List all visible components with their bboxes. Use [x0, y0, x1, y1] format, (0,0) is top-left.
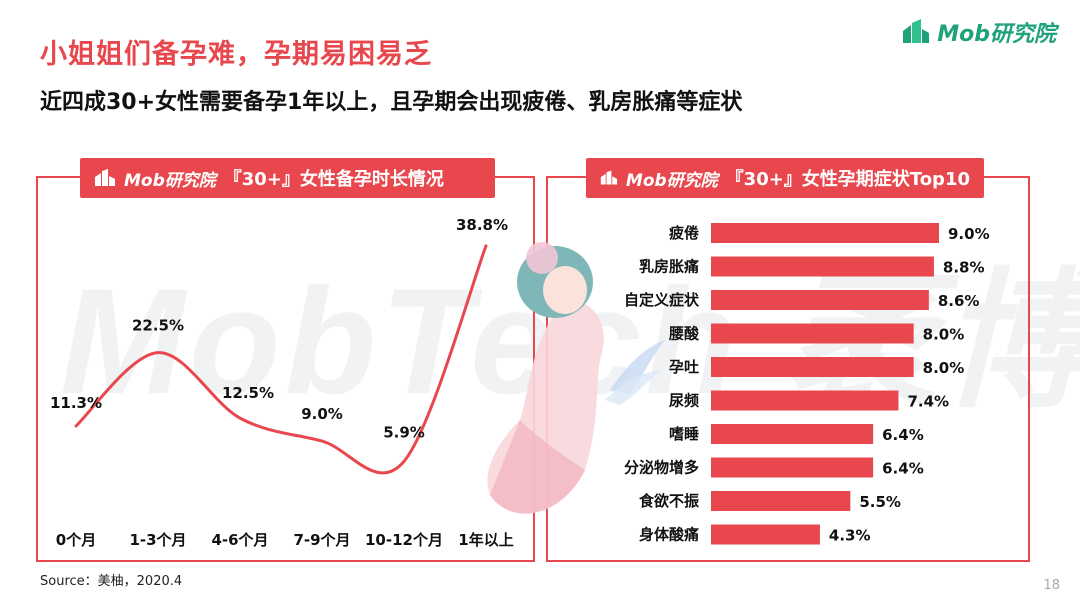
category-label: 孕吐 — [669, 358, 699, 376]
building-icon — [600, 170, 618, 185]
page-number: 18 — [1043, 578, 1060, 593]
symptom-bar — [711, 256, 934, 277]
panel-logo-text: Mob研究院 — [124, 170, 216, 191]
chart-title: 『30+』女性备孕时长情况 — [223, 169, 444, 190]
page-subtitle: 近四成30+女性需要备孕1年以上，且孕期会出现疲倦、乳房胀痛等症状 — [40, 90, 743, 115]
data-label: 22.5% — [132, 317, 184, 335]
duration-chart-header: Mob研究院 『30+』女性备孕时长情况 — [80, 158, 495, 198]
source-note: Source：美柚，2020.4 — [40, 574, 183, 589]
symptom-bar — [711, 290, 929, 310]
symptom-bar — [711, 491, 851, 511]
data-label: 9.0% — [301, 405, 343, 423]
data-label: 8.0% — [923, 326, 965, 344]
category-label: 自定义症状 — [624, 291, 700, 309]
x-tick-label: 10-12个月 — [365, 531, 443, 549]
symptom-chart-panel: Mob研究院 『30+』女性孕期症状Top10 — [546, 158, 1030, 562]
panel-logo-text: Mob研究院 — [625, 170, 718, 191]
x-tick-label: 1-3个月 — [129, 531, 186, 549]
data-label: 5.9% — [383, 423, 425, 441]
symptom-chart-header: Mob研究院 『30+』女性孕期症状Top10 — [586, 158, 984, 198]
chart-title: 『30+』女性孕期症状Top10 — [725, 169, 970, 190]
data-label: 12.5% — [222, 384, 274, 402]
data-label: 8.6% — [938, 292, 980, 310]
category-label: 身体酸痛 — [639, 526, 699, 544]
pregnant-woman-illustration — [487, 242, 665, 514]
category-label: 腰酸 — [668, 325, 700, 343]
data-label: 8.8% — [943, 259, 985, 277]
building-icon — [95, 169, 115, 186]
symptom-bar — [711, 323, 914, 344]
category-label: 分泌物增多 — [624, 459, 699, 477]
symptom-bar — [711, 424, 874, 444]
x-tick-label: 0个月 — [56, 531, 96, 549]
page-title: 小姐姐们备孕难，孕期易困易乏 — [40, 39, 432, 70]
category-label: 食欲不振 — [639, 492, 699, 510]
data-label: 6.4% — [882, 426, 924, 444]
data-label: 6.4% — [882, 460, 924, 478]
data-label: 11.3% — [50, 394, 102, 412]
category-label: 乳房胀痛 — [639, 258, 699, 276]
symptom-bar — [711, 357, 914, 377]
x-tick-label: 1年以上 — [458, 531, 513, 549]
symptom-bar — [711, 223, 939, 243]
symptom-bar — [711, 390, 899, 411]
symptom-bar — [711, 524, 820, 545]
data-label: 38.8% — [456, 216, 508, 234]
category-label: 嗜睡 — [669, 425, 699, 443]
category-label: 尿频 — [669, 392, 699, 410]
x-tick-label: 4-6个月 — [211, 531, 268, 549]
data-label: 9.0% — [948, 225, 990, 243]
data-label: 4.3% — [829, 527, 871, 545]
brand-logo: Mob研究院 — [901, 16, 1056, 48]
brand-logo-text: Mob研究院 — [937, 22, 1056, 47]
x-tick-label: 7-9个月 — [293, 531, 350, 549]
symptom-bar — [711, 457, 874, 478]
data-label: 5.5% — [859, 493, 901, 511]
data-label: 7.4% — [907, 393, 949, 411]
duration-series-line — [74, 244, 488, 475]
building-icon — [903, 19, 930, 43]
category-label: 疲倦 — [669, 224, 699, 242]
data-label: 8.0% — [923, 359, 965, 377]
